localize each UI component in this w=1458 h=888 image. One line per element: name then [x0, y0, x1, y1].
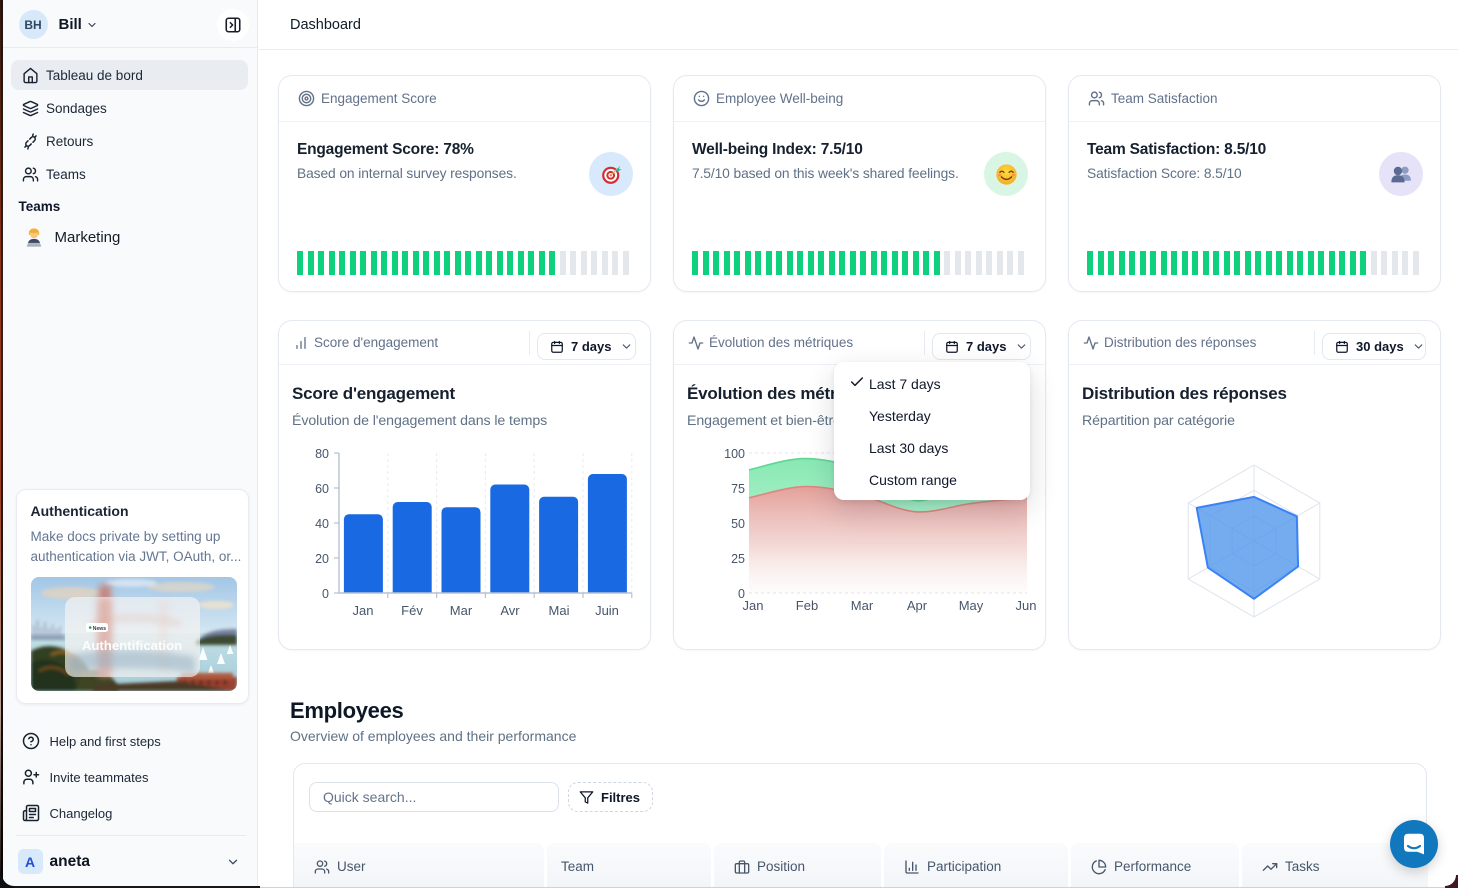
svg-text:News: News	[92, 626, 105, 632]
svg-text:100: 100	[724, 447, 745, 461]
svg-text:Jan: Jan	[353, 603, 374, 618]
svg-text:0: 0	[322, 587, 329, 601]
svg-text:Authentification: Authentification	[81, 638, 181, 653]
svg-text:Jun: Jun	[1016, 598, 1037, 613]
svg-text:Jan: Jan	[743, 598, 764, 613]
svg-text:Apr: Apr	[907, 598, 928, 613]
svg-text:80: 80	[315, 447, 329, 461]
svg-text:Juin: Juin	[595, 603, 619, 618]
svg-text:Fév: Fév	[401, 603, 423, 618]
svg-text:20: 20	[315, 552, 329, 566]
svg-text:May: May	[959, 598, 984, 613]
svg-text:50: 50	[731, 517, 745, 531]
svg-text:Mar: Mar	[450, 603, 473, 618]
svg-text:40: 40	[315, 517, 329, 531]
svg-text:Mar: Mar	[851, 598, 874, 613]
svg-text:0: 0	[738, 587, 745, 601]
svg-text:Feb: Feb	[796, 598, 818, 613]
svg-text:25: 25	[731, 552, 745, 566]
svg-text:75: 75	[731, 482, 745, 496]
svg-text:Mai: Mai	[549, 603, 570, 618]
svg-text:60: 60	[315, 482, 329, 496]
svg-text:Avr: Avr	[500, 603, 520, 618]
